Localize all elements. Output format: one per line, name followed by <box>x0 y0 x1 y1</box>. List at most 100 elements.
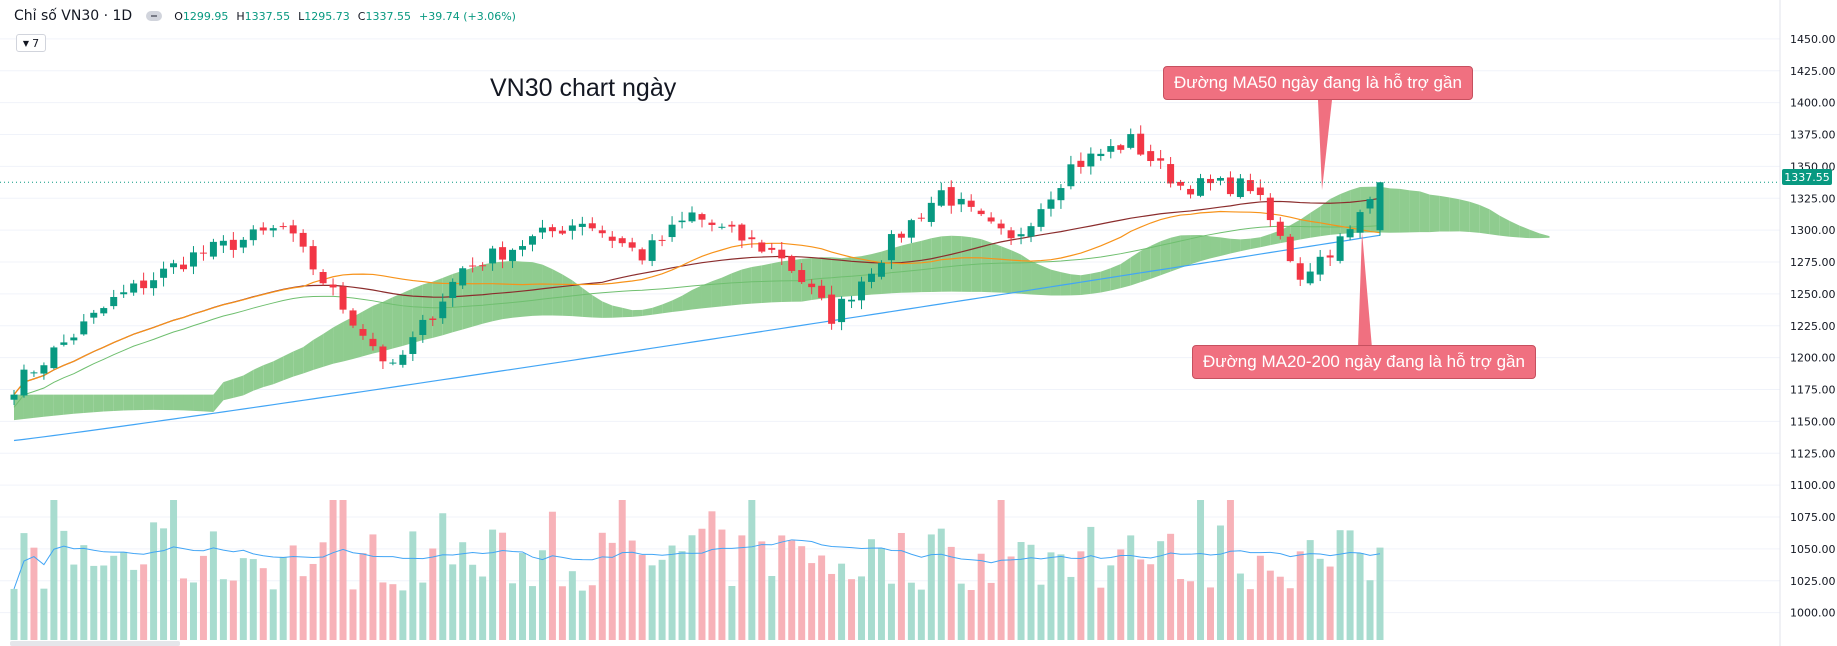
bottom-scrollbar[interactable] <box>10 641 180 646</box>
volume-bar <box>160 528 168 640</box>
candle-body <box>1336 236 1344 261</box>
candle-body <box>199 252 207 254</box>
volume-bar <box>628 540 636 640</box>
candle-body <box>130 283 138 293</box>
volume-bar <box>1226 500 1234 640</box>
volume-bar <box>917 589 925 640</box>
volume-bar <box>1187 581 1195 640</box>
chart-title: VN30 chart ngày <box>490 74 677 102</box>
candle-body <box>1346 229 1354 238</box>
candle-body <box>867 273 875 282</box>
cloud-segment <box>1449 197 1460 232</box>
candle-body <box>1187 188 1195 195</box>
cloud-segment <box>482 262 493 324</box>
volume-bar <box>977 553 985 640</box>
cloud-segment <box>1021 254 1032 295</box>
volume-bar <box>50 500 58 640</box>
cloud-segment <box>33 394 44 418</box>
cloud-segment <box>1210 236 1221 259</box>
candle-body <box>509 249 517 262</box>
volume-bar <box>120 551 128 640</box>
candle-body <box>947 187 955 206</box>
candle-body <box>1037 209 1045 227</box>
candle-body <box>359 329 367 336</box>
cloud-segment <box>1260 233 1271 248</box>
volume-bar <box>209 531 217 640</box>
candle-body <box>838 298 846 323</box>
volume-bar <box>548 511 556 640</box>
cloud-segment <box>163 394 174 411</box>
cloud-segment <box>901 243 912 293</box>
volume-bar <box>199 555 207 640</box>
indicators-toggle-button[interactable]: ▼ 7 <box>16 34 46 52</box>
cloud-segment <box>83 394 94 413</box>
volume-bar <box>1007 556 1015 640</box>
candle-body <box>1276 221 1284 236</box>
volume-bar <box>140 564 148 640</box>
cloud-segment <box>1469 201 1480 233</box>
candle-body <box>140 280 148 289</box>
volume-bar <box>1037 584 1045 640</box>
cloud-segment <box>402 288 413 346</box>
price-tick-label: 1000.00 <box>1790 607 1836 620</box>
volume-bar <box>877 547 885 640</box>
candle-body <box>309 246 317 270</box>
price-tick-label: 1125.00 <box>1790 447 1836 460</box>
candle-body <box>957 198 965 205</box>
volume-bar <box>429 548 437 640</box>
cloud-segment <box>652 304 663 315</box>
cloud-segment <box>662 300 673 314</box>
cloud-segment <box>931 236 942 292</box>
low-value: L1295.73 <box>298 9 350 23</box>
volume-bars <box>10 500 1384 640</box>
volume-bar <box>598 532 606 640</box>
last-price-label: 1337.55 <box>1782 169 1832 185</box>
price-tick-label: 1200.00 <box>1790 352 1836 365</box>
candle-body <box>877 262 885 277</box>
indicators-count: 7 <box>32 36 40 50</box>
cloud-segment <box>1509 220 1520 238</box>
cloud-segment <box>1040 265 1051 296</box>
volume-bar <box>748 500 756 640</box>
volume-bar <box>1157 541 1165 640</box>
candle-body <box>229 239 237 250</box>
candle-body <box>60 342 68 345</box>
candle-body <box>419 319 427 335</box>
candle-body <box>1157 158 1165 161</box>
candle-body <box>648 240 656 261</box>
candle-body <box>1127 134 1135 148</box>
cloud-segment <box>1070 274 1081 296</box>
candle-body <box>748 237 756 240</box>
candle-body <box>289 225 297 234</box>
candle-body <box>469 265 477 267</box>
candle-body <box>1007 230 1015 239</box>
volume-bar <box>219 579 227 640</box>
price-tick-label: 1250.00 <box>1790 288 1836 301</box>
ma200-line <box>13 234 1381 442</box>
volume-bar <box>1276 576 1284 640</box>
cloud-segment <box>1389 188 1400 233</box>
candle-body <box>528 236 536 245</box>
volume-bar <box>588 585 596 640</box>
callout-pointers <box>1318 100 1372 348</box>
volume-bar <box>1047 552 1055 640</box>
cloud-segment <box>113 394 124 411</box>
volume-bar <box>907 582 915 640</box>
candle-body <box>548 227 556 232</box>
volume-bar <box>269 589 277 640</box>
cloud-segment <box>751 265 762 304</box>
volume-bar <box>788 540 796 640</box>
candle-body <box>728 224 736 227</box>
price-tick-label: 1025.00 <box>1790 575 1836 588</box>
candle-body <box>977 210 985 215</box>
volume-bar <box>110 555 118 640</box>
cloud-segment <box>343 316 354 362</box>
candle-body <box>50 347 58 369</box>
volume-bar <box>229 580 237 640</box>
candle-body <box>219 240 227 246</box>
symbol-title[interactable]: Chỉ số VN30 · 1D <box>14 8 133 24</box>
ma-long-line <box>13 225 1381 408</box>
candle-body <box>897 233 905 238</box>
candle-body <box>1246 180 1254 192</box>
